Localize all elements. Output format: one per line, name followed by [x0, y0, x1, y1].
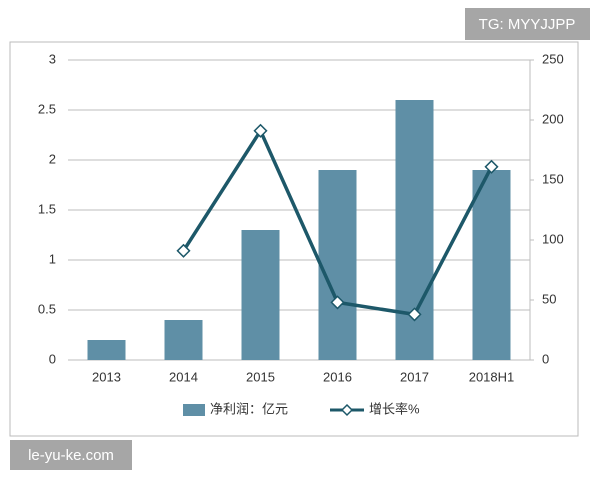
y2-tick-label: 200 [542, 111, 564, 126]
legend-label: 净利润：亿元 [210, 401, 288, 416]
watermark-box [465, 8, 590, 40]
y-tick-label: 1.5 [38, 201, 56, 216]
line-marker [176, 243, 191, 258]
watermark: le-yu-ke.com [28, 447, 114, 464]
x-tick-label: 2013 [92, 369, 121, 384]
bar [241, 230, 280, 360]
x-tick-label: 2014 [169, 369, 198, 384]
line-marker [330, 295, 345, 310]
bar [318, 170, 357, 360]
y2-tick-label: 50 [542, 291, 556, 306]
x-tick-label: 2016 [323, 369, 352, 384]
y2-tick-label: 0 [542, 351, 549, 366]
y2-tick-label: 150 [542, 171, 564, 186]
x-tick-label: 2015 [246, 369, 275, 384]
y-tick-label: 0 [49, 351, 56, 366]
bar [164, 320, 203, 360]
bar [87, 340, 126, 360]
y-tick-label: 2 [49, 151, 56, 166]
y-tick-label: 2.5 [38, 101, 56, 116]
y-tick-label: 0.5 [38, 301, 56, 316]
y-tick-label: 1 [49, 251, 56, 266]
y2-tick-label: 250 [542, 51, 564, 66]
bar [472, 170, 511, 360]
legend-swatch [340, 403, 354, 417]
line-marker [253, 123, 268, 138]
x-tick-label: 2018H1 [469, 369, 515, 384]
line-marker [407, 307, 422, 322]
y2-tick-label: 100 [542, 231, 564, 246]
legend-label: 增长率% [369, 401, 420, 416]
line-marker [484, 159, 499, 174]
y-tick-label: 3 [49, 51, 56, 66]
watermark-box [10, 440, 132, 470]
watermark: TG: MYYJJPP [479, 16, 576, 33]
legend-swatch [183, 404, 205, 416]
x-tick-label: 2017 [400, 369, 429, 384]
